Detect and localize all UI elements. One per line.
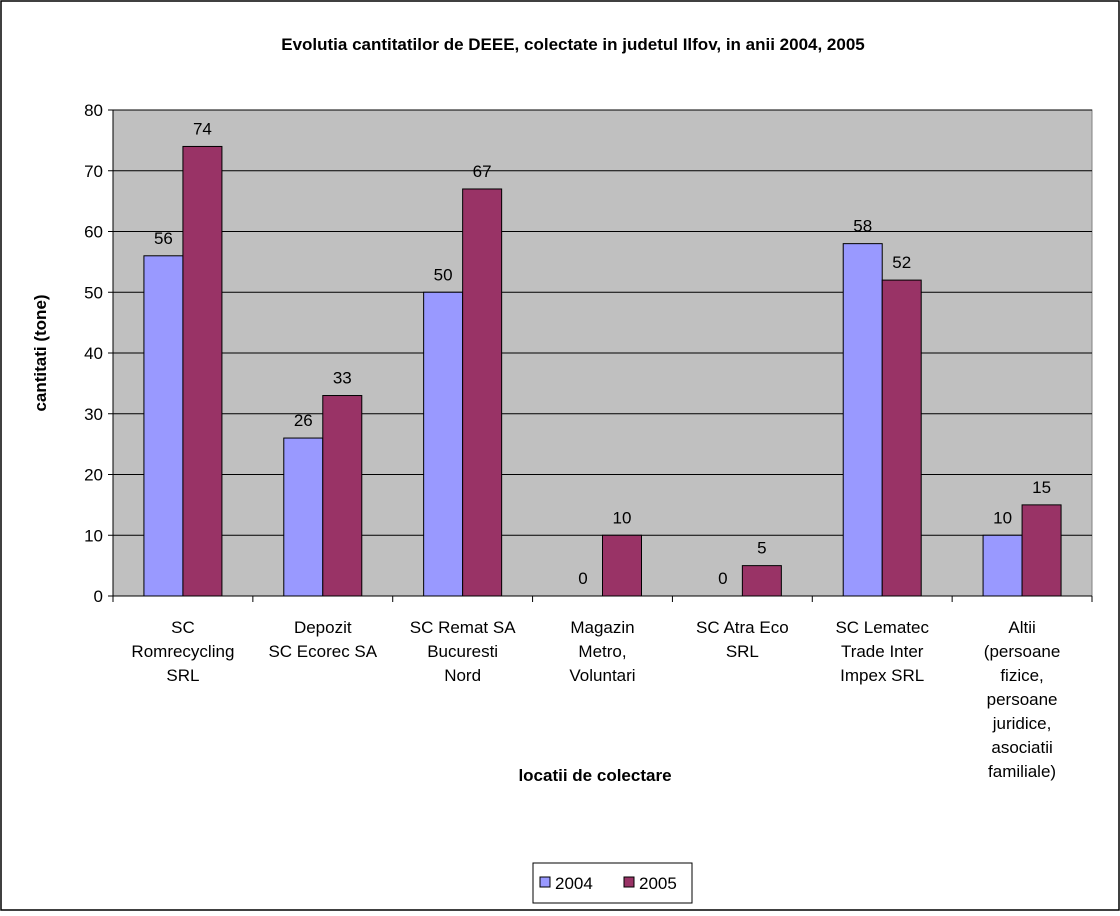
legend: 2004 2005 (532, 862, 693, 904)
x-category-label-6-2: fizice, (1000, 666, 1043, 685)
y-axis-title: cantitati (tone) (31, 294, 50, 411)
y-tick-label: 60 (84, 223, 103, 242)
x-category-label-6-4: juridice, (992, 714, 1052, 733)
x-category-label-5-2: Impex SRL (840, 666, 924, 685)
data-label-2005-5: 52 (892, 253, 911, 272)
legend-swatch-2005 (623, 876, 635, 888)
data-label-2005-4: 5 (757, 539, 766, 558)
data-label-2004-5: 58 (853, 217, 872, 236)
x-category-label-3-0: Magazin (570, 618, 634, 637)
x-category-label-4-0: SC Atra Eco (696, 618, 789, 637)
x-category-label-0-2: SRL (166, 666, 199, 685)
bar-2005-6 (1021, 504, 1062, 597)
data-label-2004-4: 0 (718, 569, 727, 588)
data-label-2004-3: 0 (578, 569, 587, 588)
x-category-label-6-3: persoane (987, 690, 1058, 709)
x-category-label-6-6: familiale) (988, 762, 1056, 781)
bar-2004-1 (283, 437, 324, 597)
bar-2005-4 (741, 565, 782, 597)
bar-2005-3 (602, 534, 642, 597)
x-category-label-0-1: Romrecycling (131, 642, 234, 661)
x-category-label-2-2: Nord (444, 666, 481, 685)
chart-title: Evolutia cantitatilor de DEEE, colectate… (281, 35, 865, 54)
data-label-2004-0: 56 (154, 229, 173, 248)
bar-2005-0 (182, 145, 223, 597)
bar-2005-5 (881, 279, 922, 597)
x-category-label-5-1: Trade Inter (841, 642, 924, 661)
legend-label-2005: 2005 (639, 874, 677, 893)
data-label-2005-6: 15 (1032, 478, 1051, 497)
data-label-2004-2: 50 (434, 265, 453, 284)
bar-2004-2 (423, 291, 464, 597)
bar-2004-5 (842, 243, 883, 597)
legend-label-2004: 2004 (555, 874, 593, 893)
y-tick-label: 0 (94, 587, 103, 606)
data-label-2004-6: 10 (993, 508, 1012, 527)
bar-2005-1 (322, 395, 363, 597)
y-tick-label: 30 (84, 405, 103, 424)
x-category-label-5-0: SC Lematec (835, 618, 929, 637)
x-category-label-0-0: SC (171, 618, 195, 637)
y-tick-label: 40 (84, 344, 103, 363)
data-label-2005-2: 67 (473, 162, 492, 181)
bar-2004-0 (143, 255, 184, 597)
gridlines (113, 109, 1092, 536)
y-axis: 0 10 20 30 40 50 60 70 80 (84, 101, 114, 606)
data-label-2005-1: 33 (333, 369, 352, 388)
y-tick-label: 70 (84, 162, 103, 181)
y-tick-label: 50 (84, 283, 103, 302)
y-tick-label: 20 (84, 466, 103, 485)
legend-box (532, 862, 693, 904)
x-axis: SC Romrecycling SRL Depozit SC Ecorec SA SC R… (112, 595, 1093, 781)
x-category-label-1-0: Depozit (294, 618, 352, 637)
data-label-2004-1: 26 (294, 411, 313, 430)
x-category-label-6-0: Altii (1008, 618, 1035, 637)
x-category-label-2-0: SC Remat SA (410, 618, 516, 637)
x-category-label-6-5: asociatii (991, 738, 1052, 757)
data-label-2005-3: 10 (613, 508, 632, 527)
x-category-label-1-1: SC Ecorec SA (268, 642, 377, 661)
x-category-label-6-1: (persoane (984, 642, 1061, 661)
x-category-label-3-2: Voluntari (569, 666, 635, 685)
x-category-label-2-1: Bucuresti (427, 642, 498, 661)
x-category-label-4-1: SRL (726, 642, 759, 661)
y-tick-label: 80 (84, 101, 103, 120)
data-label-2005-0: 74 (193, 119, 212, 138)
data-labels: 56 74 26 33 50 67 0 10 0 5 58 52 10 15 (154, 119, 1051, 588)
bar-2004-6 (982, 534, 1023, 597)
bar-2005-2 (462, 188, 503, 597)
x-axis-title: locatii de colectare (518, 766, 671, 785)
bars (143, 145, 1062, 597)
y-tick-label: 10 (84, 526, 103, 545)
legend-swatch-2004 (539, 876, 551, 888)
x-category-label-3-1: Metro, (578, 642, 626, 661)
